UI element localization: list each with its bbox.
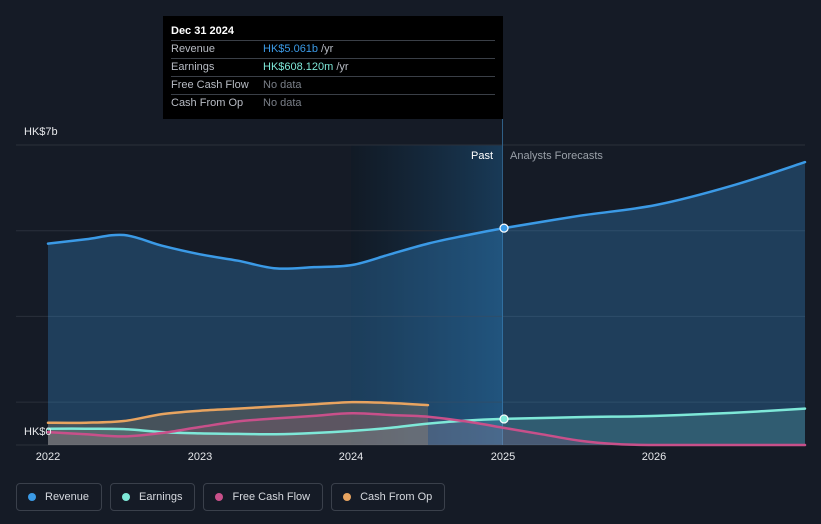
legend-label: Free Cash Flow (232, 491, 311, 503)
data-point-marker (499, 414, 509, 424)
tooltip: Dec 31 2024 Revenue HK$5.061b /yr Earnin… (163, 16, 503, 119)
y-tick-label-top: HK$7b (24, 126, 58, 138)
data-point-marker (499, 223, 509, 233)
tooltip-row-earnings: Earnings HK$608.120m /yr (171, 58, 495, 76)
y-tick-label-bottom: HK$0 (24, 426, 52, 438)
legend-label: Revenue (45, 491, 90, 503)
legend-item-free-cash-flow[interactable]: Free Cash Flow (203, 483, 324, 511)
past-label: Past (471, 150, 494, 162)
legend-dot-icon (28, 493, 36, 501)
legend-item-cash-from-op[interactable]: Cash From Op (331, 483, 446, 511)
tooltip-unit: /yr (336, 61, 349, 73)
tooltip-value: HK$608.120m (263, 61, 334, 73)
legend-dot-icon (122, 493, 131, 501)
series-line-free-cash-flow (46, 412, 807, 447)
legend-dot-icon (215, 493, 224, 501)
tooltip-value: HK$5.061b (263, 43, 319, 55)
tooltip-unit: /yr (321, 43, 334, 55)
series-line-cash-from-op (46, 400, 430, 425)
x-tick-label-2022: 2022 (35, 451, 61, 463)
series-area-revenue (48, 162, 805, 445)
legend-item-revenue[interactable]: Revenue (16, 483, 103, 511)
tooltip-value: No data (263, 97, 302, 109)
tooltip-label: Revenue (171, 43, 216, 55)
x-tick-label-2023: 2023 (187, 451, 213, 463)
tooltip-label: Free Cash Flow (171, 79, 249, 91)
tooltip-label: Earnings (171, 61, 215, 73)
legend-label: Earnings (139, 491, 183, 503)
tooltip-label: Cash From Op (171, 97, 244, 109)
x-tick-label-2025: 2025 (490, 451, 516, 463)
legend-dot-icon (343, 493, 352, 501)
series-area-free-cash-flow (48, 413, 805, 446)
x-tick-label-2026: 2026 (641, 451, 667, 463)
tooltip-date: Dec 31 2024 (171, 25, 234, 37)
tooltip-value: No data (263, 79, 302, 91)
x-tick-label-2024: 2024 (338, 451, 364, 463)
series-line-revenue (46, 160, 807, 270)
series-line-earnings (46, 407, 807, 436)
tooltip-row-cash-from-op: Cash From Op No data (171, 94, 495, 112)
tooltip-row-revenue: Revenue HK$5.061b /yr (171, 40, 495, 58)
legend-item-earnings[interactable]: Earnings (110, 483, 196, 511)
legend: Revenue Earnings Free Cash Flow Cash Fro… (16, 483, 446, 511)
highlight-band (351, 145, 503, 445)
tooltip-row-free-cash-flow: Free Cash Flow No data (171, 76, 495, 94)
forecast-label: Analysts Forecasts (510, 150, 603, 162)
legend-label: Cash From Op (360, 491, 433, 503)
